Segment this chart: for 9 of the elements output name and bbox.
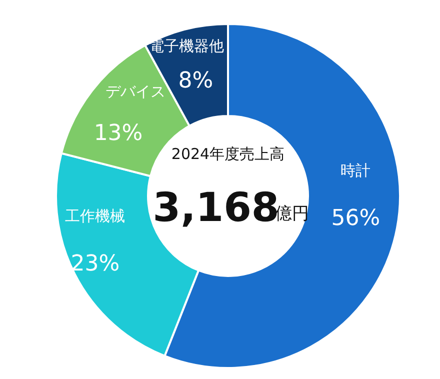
data-label: 23% [70,252,120,277]
slice-label: デバイス [105,82,166,100]
slice-label: 工作機械 [65,207,126,226]
text: 億円 [275,204,309,224]
slice-label: 時計 [340,161,371,180]
data-label: 56% [331,206,380,231]
text: 2024年度売上高 [171,145,285,163]
data-label: 8% [178,68,214,94]
data-label: 13% [94,120,143,146]
